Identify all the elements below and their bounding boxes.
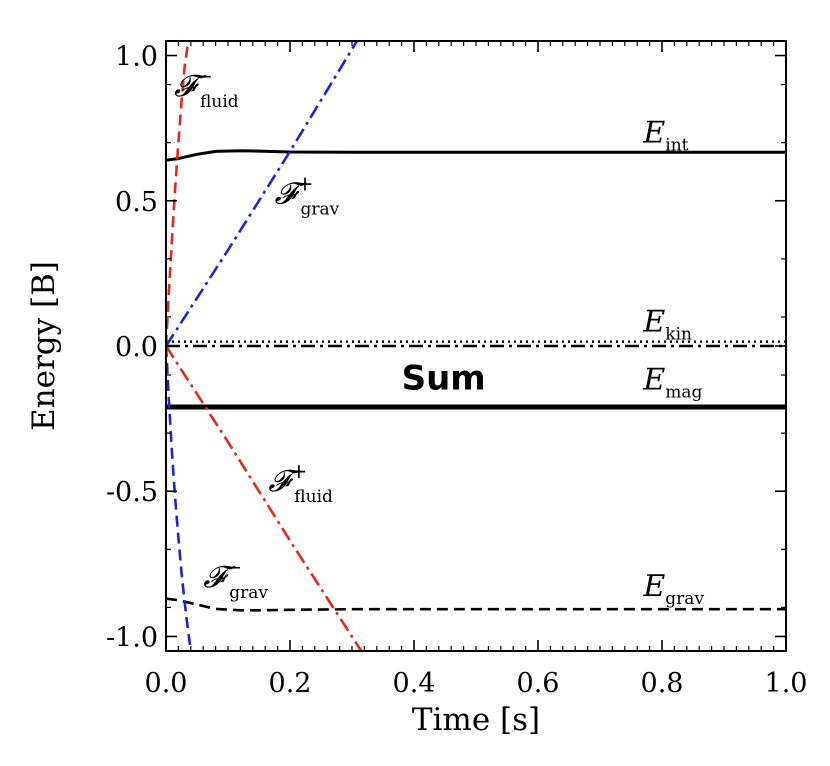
annotation-f-grav-minus: 𝓕− grav [203,555,268,603]
y-axis-title: Energy [B] [26,261,62,431]
x-tick-label: 0.6 [517,668,560,699]
series-line-e-int [166,149,786,162]
series-line-f-grav [166,41,359,347]
series-line-f-grav [166,345,193,651]
annotation-f-grav-plus: 𝓕+ grav [275,172,340,220]
ticks-layer: 0.0 0.2 0.4 0.6 0.8 1.0 -1.0 -0.5 0.0 0.5 1.0 [106,41,808,699]
series-line-f-fluid [166,41,190,347]
svg-text:𝓕+fluid: 𝓕+ fluid [268,459,333,507]
x-tick-label: 0.2 [269,668,312,699]
svg-text:Eint: Eint [642,116,688,156]
y-tick-label: 0.0 [115,332,158,363]
series-line-e-grav [166,597,786,612]
svg-text:Egrav: Egrav [642,569,704,609]
series-line-f-fluid [166,345,363,651]
svg-text:𝓕−grav: 𝓕− grav [203,555,268,603]
series-layer [166,41,786,651]
y-tick-label: 0.5 [115,187,158,218]
x-tick-label: 0.4 [393,668,436,699]
annotation-e-mag: Emag [642,363,702,403]
x-axis-title: Time [s] [412,702,540,738]
y-tick-label: -0.5 [106,477,158,508]
annotation-e-kin: Ekin [642,304,692,344]
x-tick-label: 1.0 [765,668,808,699]
y-tick-label: 1.0 [115,42,158,73]
svg-text:𝓕−fluid: 𝓕− fluid [174,64,239,112]
svg-text:𝓕+grav: 𝓕+ grav [275,172,340,220]
x-tick-label: 0.0 [145,668,188,699]
sum-label: Sum [402,359,486,399]
annotation-e-int: Eint [642,116,688,156]
svg-text:Ekin: Ekin [642,304,692,344]
svg-text:Emag: Emag [642,363,702,403]
annotation-e-grav: Egrav [642,569,704,609]
x-tick-label: 0.8 [641,668,684,699]
y-tick-label: -1.0 [106,622,158,653]
annotation-f-fluid-minus: 𝓕− fluid [174,64,239,112]
annotation-f-fluid-plus: 𝓕+ fluid [268,459,333,507]
